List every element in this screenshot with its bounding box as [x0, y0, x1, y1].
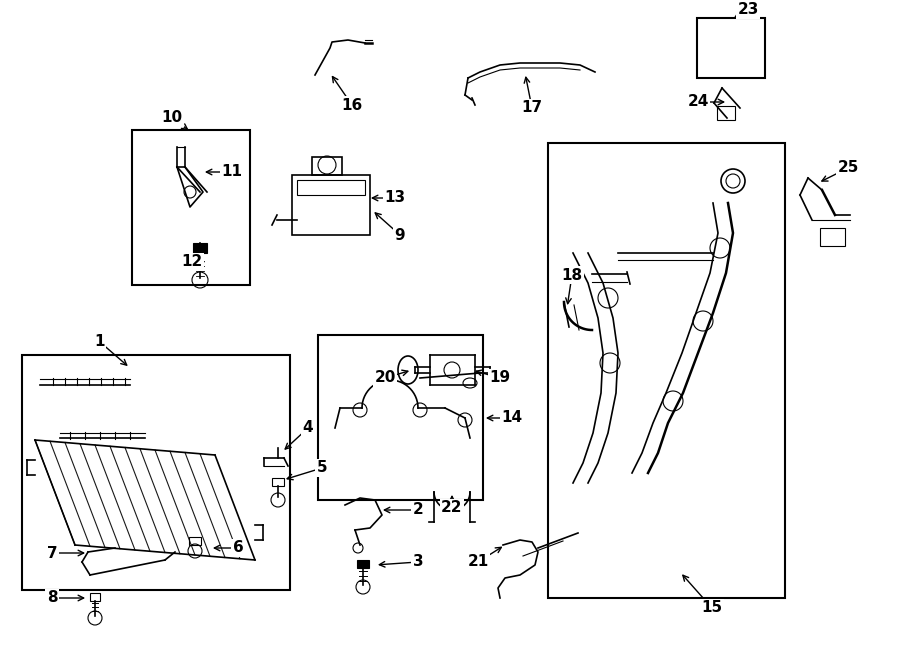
Bar	[272, 478, 284, 486]
Text: 24: 24	[688, 95, 708, 110]
Text: 25: 25	[837, 161, 859, 176]
Text: 10: 10	[161, 110, 183, 126]
Text: 9: 9	[395, 227, 405, 243]
Text: 13: 13	[384, 190, 406, 206]
Text: 7: 7	[47, 545, 58, 561]
Text: 19: 19	[490, 371, 510, 385]
Bar	[132, 130, 250, 285]
Text: 11: 11	[221, 165, 242, 180]
Text: 18: 18	[562, 268, 582, 282]
Bar	[189, 537, 201, 545]
Bar	[193, 243, 207, 253]
Text: 3: 3	[413, 555, 423, 570]
Bar	[90, 593, 100, 601]
Bar	[297, 180, 365, 195]
Text: 1: 1	[94, 334, 105, 350]
Text: 12: 12	[182, 254, 202, 270]
Text: 6: 6	[232, 541, 243, 555]
Text: 2: 2	[412, 502, 423, 518]
Text: 20: 20	[374, 371, 396, 385]
Bar	[820, 228, 845, 246]
Bar	[697, 18, 765, 78]
Text: 16: 16	[341, 98, 363, 112]
Text: 8: 8	[47, 590, 58, 605]
Bar	[312, 157, 342, 175]
Bar	[717, 106, 735, 120]
Bar	[292, 175, 370, 235]
Text: 14: 14	[501, 410, 523, 426]
Text: 17: 17	[521, 100, 543, 116]
Bar	[548, 143, 785, 598]
Text: 15: 15	[701, 600, 723, 615]
Text: 4: 4	[302, 420, 313, 436]
Text: 21: 21	[467, 555, 489, 570]
Bar	[22, 355, 290, 590]
Bar	[357, 560, 369, 568]
Bar	[318, 335, 483, 500]
Text: 23: 23	[737, 3, 759, 17]
Text: 22: 22	[441, 500, 463, 516]
Text: 5: 5	[317, 461, 328, 475]
